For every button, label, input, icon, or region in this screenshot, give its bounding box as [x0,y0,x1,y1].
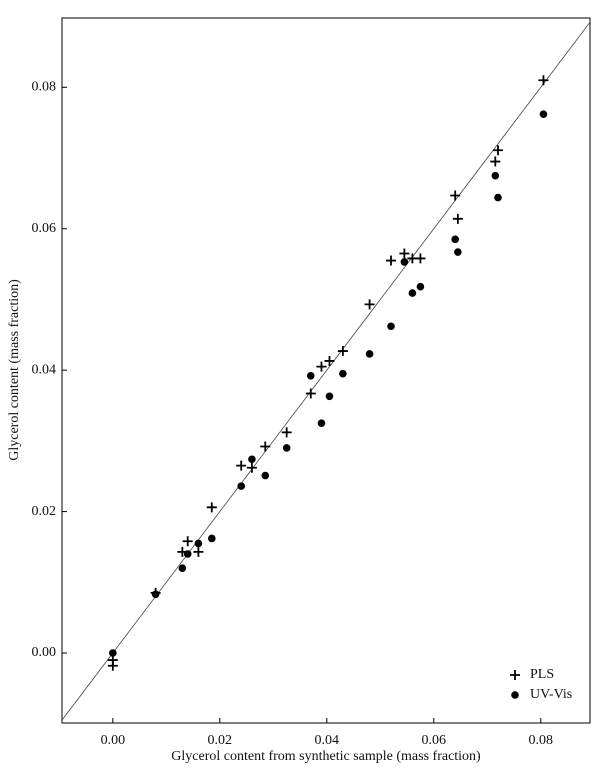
data-point [282,444,291,452]
data-point [305,388,316,399]
plot-frame [61,17,591,724]
data-point [452,213,463,224]
data-point [415,253,426,264]
data-point [193,546,204,557]
data-point [246,462,257,473]
data-point [325,392,334,401]
data-point [236,460,247,471]
data-point [416,282,425,291]
data-point [151,590,160,599]
legend-label: PLS [530,667,554,682]
data-point [237,482,246,490]
data-point [492,145,503,156]
identity-line [61,22,591,721]
x-tick-label: 0.06 [422,733,447,748]
data-point [490,156,501,167]
x-tick-label: 0.00 [101,733,126,748]
data-point [182,536,193,547]
data-point [399,248,410,259]
data-point [260,441,271,452]
data-point [491,171,500,180]
data-point [339,369,347,378]
data-point [306,372,315,380]
data-point [248,455,256,464]
y-tick-label: 0.02 [32,504,57,519]
data-point [206,502,217,513]
data-point [324,355,335,366]
data-point [538,75,549,86]
data-point [364,299,375,310]
data-point [178,564,187,572]
data-point [408,289,417,297]
data-point [317,419,326,427]
data-point [337,346,348,357]
y-tick-label: 0.08 [32,80,57,95]
data-point [400,258,409,266]
data-point [539,110,548,118]
x-tick-label: 0.08 [529,733,554,748]
legend-label: UV-Vis [530,687,572,702]
data-point [109,649,117,657]
data-point [194,539,203,548]
data-point [385,255,396,266]
data-point [207,534,216,543]
data-point [494,193,502,202]
y-tick-label: 0.04 [32,362,57,377]
legend-marker [511,691,519,699]
x-axis-label: Glycerol content from synthetic sample (… [171,749,481,764]
data-point [387,322,395,331]
y-tick-label: 0.00 [32,645,57,660]
data-point [281,427,292,438]
data-point [451,235,459,244]
x-tick-label: 0.02 [208,733,233,748]
data-point [450,190,461,201]
y-tick-label: 0.06 [32,221,57,236]
data-point [316,361,327,372]
data-point [454,248,462,256]
legend-marker [510,670,520,680]
data-point [107,660,118,671]
data-point [183,550,192,558]
y-axis-label: Glycerol content (mass fraction) [7,279,22,461]
data-point [365,350,374,358]
x-tick-label: 0.04 [315,733,340,748]
data-point [261,471,270,480]
